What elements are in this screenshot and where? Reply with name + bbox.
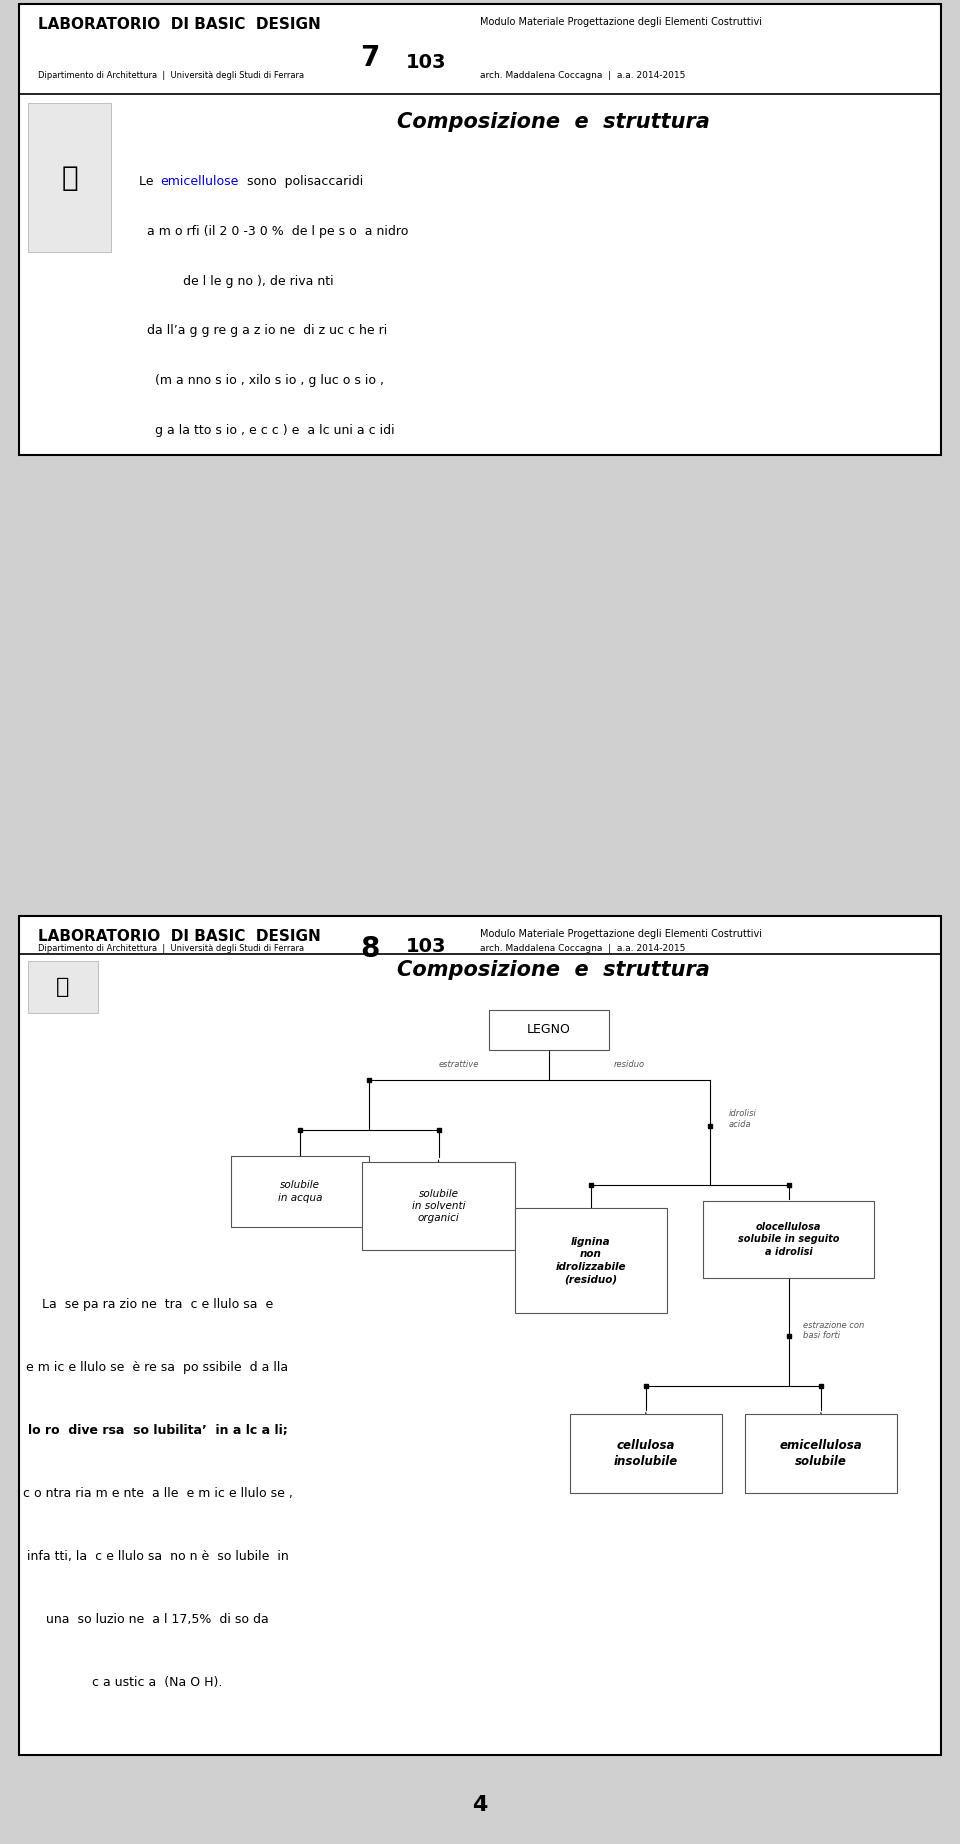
Text: idrolisi
acida: idrolisi acida xyxy=(729,1110,756,1129)
Text: sono  polisaccaridi: sono polisaccaridi xyxy=(238,175,363,188)
Text: e m ic e llulo se  è re sa  po ssibile  d a lla: e m ic e llulo se è re sa po ssibile d a… xyxy=(26,1361,289,1374)
Text: arch. Maddalena Coccagna  |  a.a. 2014-2015: arch. Maddalena Coccagna | a.a. 2014-201… xyxy=(480,72,685,81)
Text: c o ntra ria m e nte  a lle  e m ic e llulo se ,: c o ntra ria m e nte a lle e m ic e llul… xyxy=(22,1486,293,1499)
Text: 103: 103 xyxy=(406,937,446,957)
Text: Dipartimento di Architettura  |  Università degli Studi di Ferrara: Dipartimento di Architettura | Universit… xyxy=(37,72,303,81)
Text: 🎓: 🎓 xyxy=(56,977,69,998)
Text: Dipartimento di Architettura  |  Università degli Studi di Ferrara: Dipartimento di Architettura | Universit… xyxy=(37,944,303,953)
Text: (m a nno s io , xilo s io , g luc o s io ,: (m a nno s io , xilo s io , g luc o s io… xyxy=(139,374,384,387)
Text: Composizione  e  struttura: Composizione e struttura xyxy=(397,961,710,981)
Text: Modulo Materiale Progettazione degli Elementi Costruttivi: Modulo Materiale Progettazione degli Ele… xyxy=(480,17,762,28)
Text: solubile
in acqua: solubile in acqua xyxy=(278,1180,323,1202)
Text: 7: 7 xyxy=(360,44,379,72)
FancyBboxPatch shape xyxy=(29,961,98,1012)
Text: 8: 8 xyxy=(360,935,379,963)
Text: arch. Maddalena Coccagna  |  a.a. 2014-2015: arch. Maddalena Coccagna | a.a. 2014-201… xyxy=(480,944,685,953)
Text: olocellulosa
solubile in seguito
a idrolisi: olocellulosa solubile in seguito a idrol… xyxy=(738,1223,839,1258)
Text: La  se pa ra zio ne  tra  c e llulo sa  e: La se pa ra zio ne tra c e llulo sa e xyxy=(42,1298,273,1311)
Text: estrattive: estrattive xyxy=(439,1060,479,1070)
FancyBboxPatch shape xyxy=(363,1162,515,1250)
Text: lignina
non
idrolizzabile
(residuo): lignina non idrolizzabile (residuo) xyxy=(555,1237,626,1283)
Text: lo ro  dive rsa  so lubilita’  in a lc a li;: lo ro dive rsa so lubilita’ in a lc a li… xyxy=(28,1424,287,1436)
FancyBboxPatch shape xyxy=(19,916,941,1755)
Text: c a ustic a  (Na O H).: c a ustic a (Na O H). xyxy=(92,1676,223,1689)
FancyBboxPatch shape xyxy=(704,1200,874,1278)
Text: de l le g no ), de riva nti: de l le g no ), de riva nti xyxy=(139,275,334,288)
Text: 4: 4 xyxy=(472,1794,488,1814)
Text: LABORATORIO  DI BASIC  DESIGN: LABORATORIO DI BASIC DESIGN xyxy=(37,929,321,944)
FancyBboxPatch shape xyxy=(19,4,941,455)
FancyBboxPatch shape xyxy=(570,1414,722,1494)
Text: 103: 103 xyxy=(406,53,446,72)
Text: 🎓: 🎓 xyxy=(61,164,78,192)
Text: estrazione con
basi forti: estrazione con basi forti xyxy=(803,1320,864,1341)
Text: emicellulose: emicellulose xyxy=(160,175,239,188)
Text: residuo: residuo xyxy=(614,1060,645,1070)
FancyBboxPatch shape xyxy=(515,1208,666,1313)
FancyBboxPatch shape xyxy=(490,1011,609,1049)
FancyBboxPatch shape xyxy=(745,1414,897,1494)
Text: cellulosa
insolubile: cellulosa insolubile xyxy=(613,1438,678,1468)
Text: emicellulosa
solubile: emicellulosa solubile xyxy=(780,1438,862,1468)
Text: da ll’a g g re g a z io ne  di z uc c he ri: da ll’a g g re g a z io ne di z uc c he … xyxy=(139,325,387,337)
Text: infa tti, la  c e llulo sa  no n è  so lubile  in: infa tti, la c e llulo sa no n è so lubi… xyxy=(27,1551,288,1564)
Text: una  so luzio ne  a l 17,5%  di so da: una so luzio ne a l 17,5% di so da xyxy=(46,1614,269,1626)
Text: g a la tto s io , e c c ) e  a lc uni a c idi: g a la tto s io , e c c ) e a lc uni a c… xyxy=(139,424,395,437)
Text: LABORATORIO  DI BASIC  DESIGN: LABORATORIO DI BASIC DESIGN xyxy=(37,17,321,31)
Text: Le: Le xyxy=(139,175,157,188)
Text: Composizione  e  struttura: Composizione e struttura xyxy=(397,112,710,133)
Text: solubile
in solventi
organici: solubile in solventi organici xyxy=(412,1189,466,1223)
Text: a m o rfi (il 2 0 -3 0 %  de l pe s o  a nidro: a m o rfi (il 2 0 -3 0 % de l pe s o a n… xyxy=(139,225,408,238)
FancyBboxPatch shape xyxy=(29,103,111,253)
Text: LEGNO: LEGNO xyxy=(527,1023,571,1036)
FancyBboxPatch shape xyxy=(231,1156,370,1228)
Text: Modulo Materiale Progettazione degli Elementi Costruttivi: Modulo Materiale Progettazione degli Ele… xyxy=(480,929,762,939)
